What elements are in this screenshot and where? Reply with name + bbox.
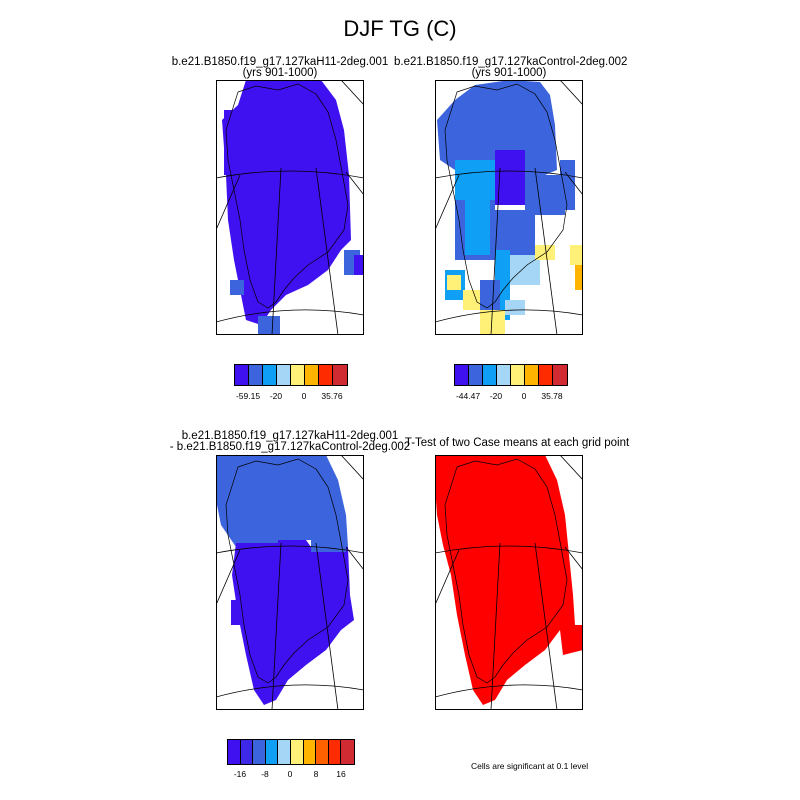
panel-3-colorbar-label: -8 xyxy=(261,769,269,779)
panel-4-coastline xyxy=(444,458,568,684)
panel-2-map xyxy=(435,80,583,335)
panel-1-title-line2: (yrs 901-1000) xyxy=(242,67,318,79)
panel-1-frame xyxy=(216,80,364,335)
panel-2-colorbar-swatch xyxy=(511,365,525,385)
panel-3-colorbar-label: -16 xyxy=(233,769,247,779)
panel-3-colorbar-swatch xyxy=(328,740,342,764)
panel-4-frame xyxy=(435,455,583,710)
panel-1-grid-lines xyxy=(216,80,364,335)
panel-1-colorbar-label: 35.76 xyxy=(321,391,343,401)
panel-4-grid-lines xyxy=(435,455,583,710)
panel-2-colorbar xyxy=(454,364,568,386)
panel-3-title-line1: b.e21.B1850.f19_g17.127kaH11-2deg.001 xyxy=(181,430,399,442)
panel-3-map xyxy=(216,455,364,710)
panel-3-colorbar-swatch xyxy=(303,740,317,764)
panel-1-map-svg xyxy=(216,80,364,335)
panel-1-coastline xyxy=(225,83,349,309)
panel-2-frame xyxy=(435,80,583,335)
panel-2-colorbar-label: 35.78 xyxy=(541,391,563,401)
panel-3-frame xyxy=(216,455,364,710)
panel-2-coastline xyxy=(444,83,568,309)
panel-3-colorbar-swatch xyxy=(253,740,266,764)
panel-3-colorbar-label: 8 xyxy=(313,769,319,779)
panel-2-colorbar-swatch xyxy=(539,365,553,385)
panel-3-colorbar-swatch xyxy=(228,740,241,764)
panel-2-colorbar-label: 0 xyxy=(521,391,527,401)
panel-3-colorbar-label: 0 xyxy=(287,769,293,779)
panel-3-colorbar-swatch xyxy=(240,740,254,764)
panel-1-colorbar-swatch xyxy=(333,365,347,385)
panel-1-colorbar-swatch xyxy=(263,365,277,385)
panel-1-colorbar-swatch xyxy=(291,365,305,385)
panel-1-colorbar-label: -20 xyxy=(269,391,283,401)
panel-1-colorbar-label: -59.15 xyxy=(235,391,261,401)
significance-note: Cells are significant at 0.1 level xyxy=(471,761,589,771)
panel-4-title-line1: T-Test of two Case means at each grid po… xyxy=(404,437,630,449)
panel-3-coastline xyxy=(225,458,349,684)
panel-2-colorbar-swatch xyxy=(455,365,469,385)
panel-2-colorbar-swatch xyxy=(483,365,497,385)
panel-2-colorbar-label: -20 xyxy=(489,391,503,401)
panel-1-colorbar-label: 0 xyxy=(301,391,307,401)
panel-3-grid-cells xyxy=(216,455,354,705)
panel-3-colorbar-swatch xyxy=(316,740,329,764)
panel-2-colorbar-swatch xyxy=(469,365,483,385)
panel-2-colorbar-label: -44.47 xyxy=(455,391,481,401)
panel-2-grid-cells xyxy=(437,80,583,335)
panel-2-colorbar-swatch xyxy=(497,365,511,385)
panel-2-colorbar-swatch xyxy=(553,365,567,385)
panel-1-grid-cells xyxy=(216,80,364,335)
panel-3-colorbar-label: 16 xyxy=(336,769,346,779)
panel-1-colorbar xyxy=(234,364,348,386)
panel-3-title: b.e21.B1850.f19_g17.127kaH11-2deg.001 - … xyxy=(165,430,415,453)
panel-4-grid-cells xyxy=(435,455,583,705)
panel-2-colorbar-swatch xyxy=(525,365,539,385)
panel-1-map xyxy=(216,80,364,335)
panel-2-grid-lines xyxy=(435,80,583,335)
panel-1-colorbar-swatch xyxy=(235,365,249,385)
panel-2-title: b.e21.B1850.f19_g17.127kaControl-2deg.00… xyxy=(394,56,628,79)
panel-1-colorbar-swatch xyxy=(305,365,319,385)
panel-3-colorbar-swatch xyxy=(265,740,279,764)
panel-3-grid-lines xyxy=(216,455,364,710)
panel-4-map-svg xyxy=(435,455,583,710)
panel-3-colorbar-swatch xyxy=(278,740,291,764)
panel-1-colorbar-swatch xyxy=(277,365,291,385)
panel-1-title-line1: b.e21.B1850.f19_g17.127kaH11-2deg.001 xyxy=(171,56,389,68)
panel-2-title-line1: b.e21.B1850.f19_g17.127kaControl-2deg.00… xyxy=(394,56,628,68)
panel-1-title: b.e21.B1850.f19_g17.127kaH11-2deg.001 (y… xyxy=(165,56,395,79)
panel-2-title-line2: (yrs 901-1000) xyxy=(471,67,547,79)
panel-3-colorbar-swatch xyxy=(290,740,304,764)
panel-3-title-line2: - b.e21.B1850.f19_g17.127kaControl-2deg.… xyxy=(169,441,411,453)
panel-2-map-svg xyxy=(435,80,583,335)
panel-4-map xyxy=(435,455,583,710)
panel-1-colorbar-swatch xyxy=(319,365,333,385)
panel-4-title: T-Test of two Case means at each grid po… xyxy=(397,437,637,449)
figure-title: DJF TG (C) xyxy=(343,16,457,41)
panel-3-map-svg xyxy=(216,455,364,710)
panel-1-colorbar-swatch xyxy=(249,365,263,385)
panel-3-colorbar-swatch xyxy=(341,740,354,764)
panel-3-colorbar xyxy=(227,739,355,765)
